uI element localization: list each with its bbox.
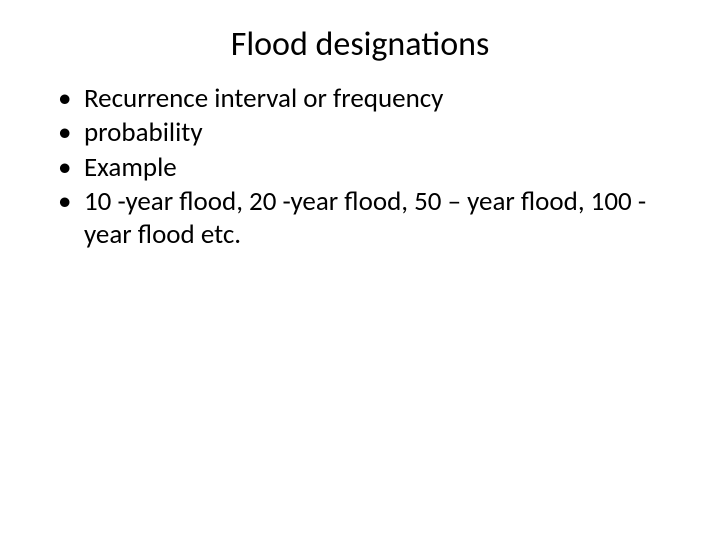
list-item: Recurrence interval or frequency	[58, 83, 680, 115]
bullet-list: Recurrence interval or frequency probabi…	[40, 83, 680, 251]
list-item: 10 -year flood, 20 -year flood, 50 – yea…	[58, 186, 680, 251]
slide-title: Flood designations	[40, 24, 680, 65]
list-item: Example	[58, 152, 680, 184]
slide: Flood designations Recurrence interval o…	[0, 0, 720, 540]
list-item: probability	[58, 117, 680, 149]
